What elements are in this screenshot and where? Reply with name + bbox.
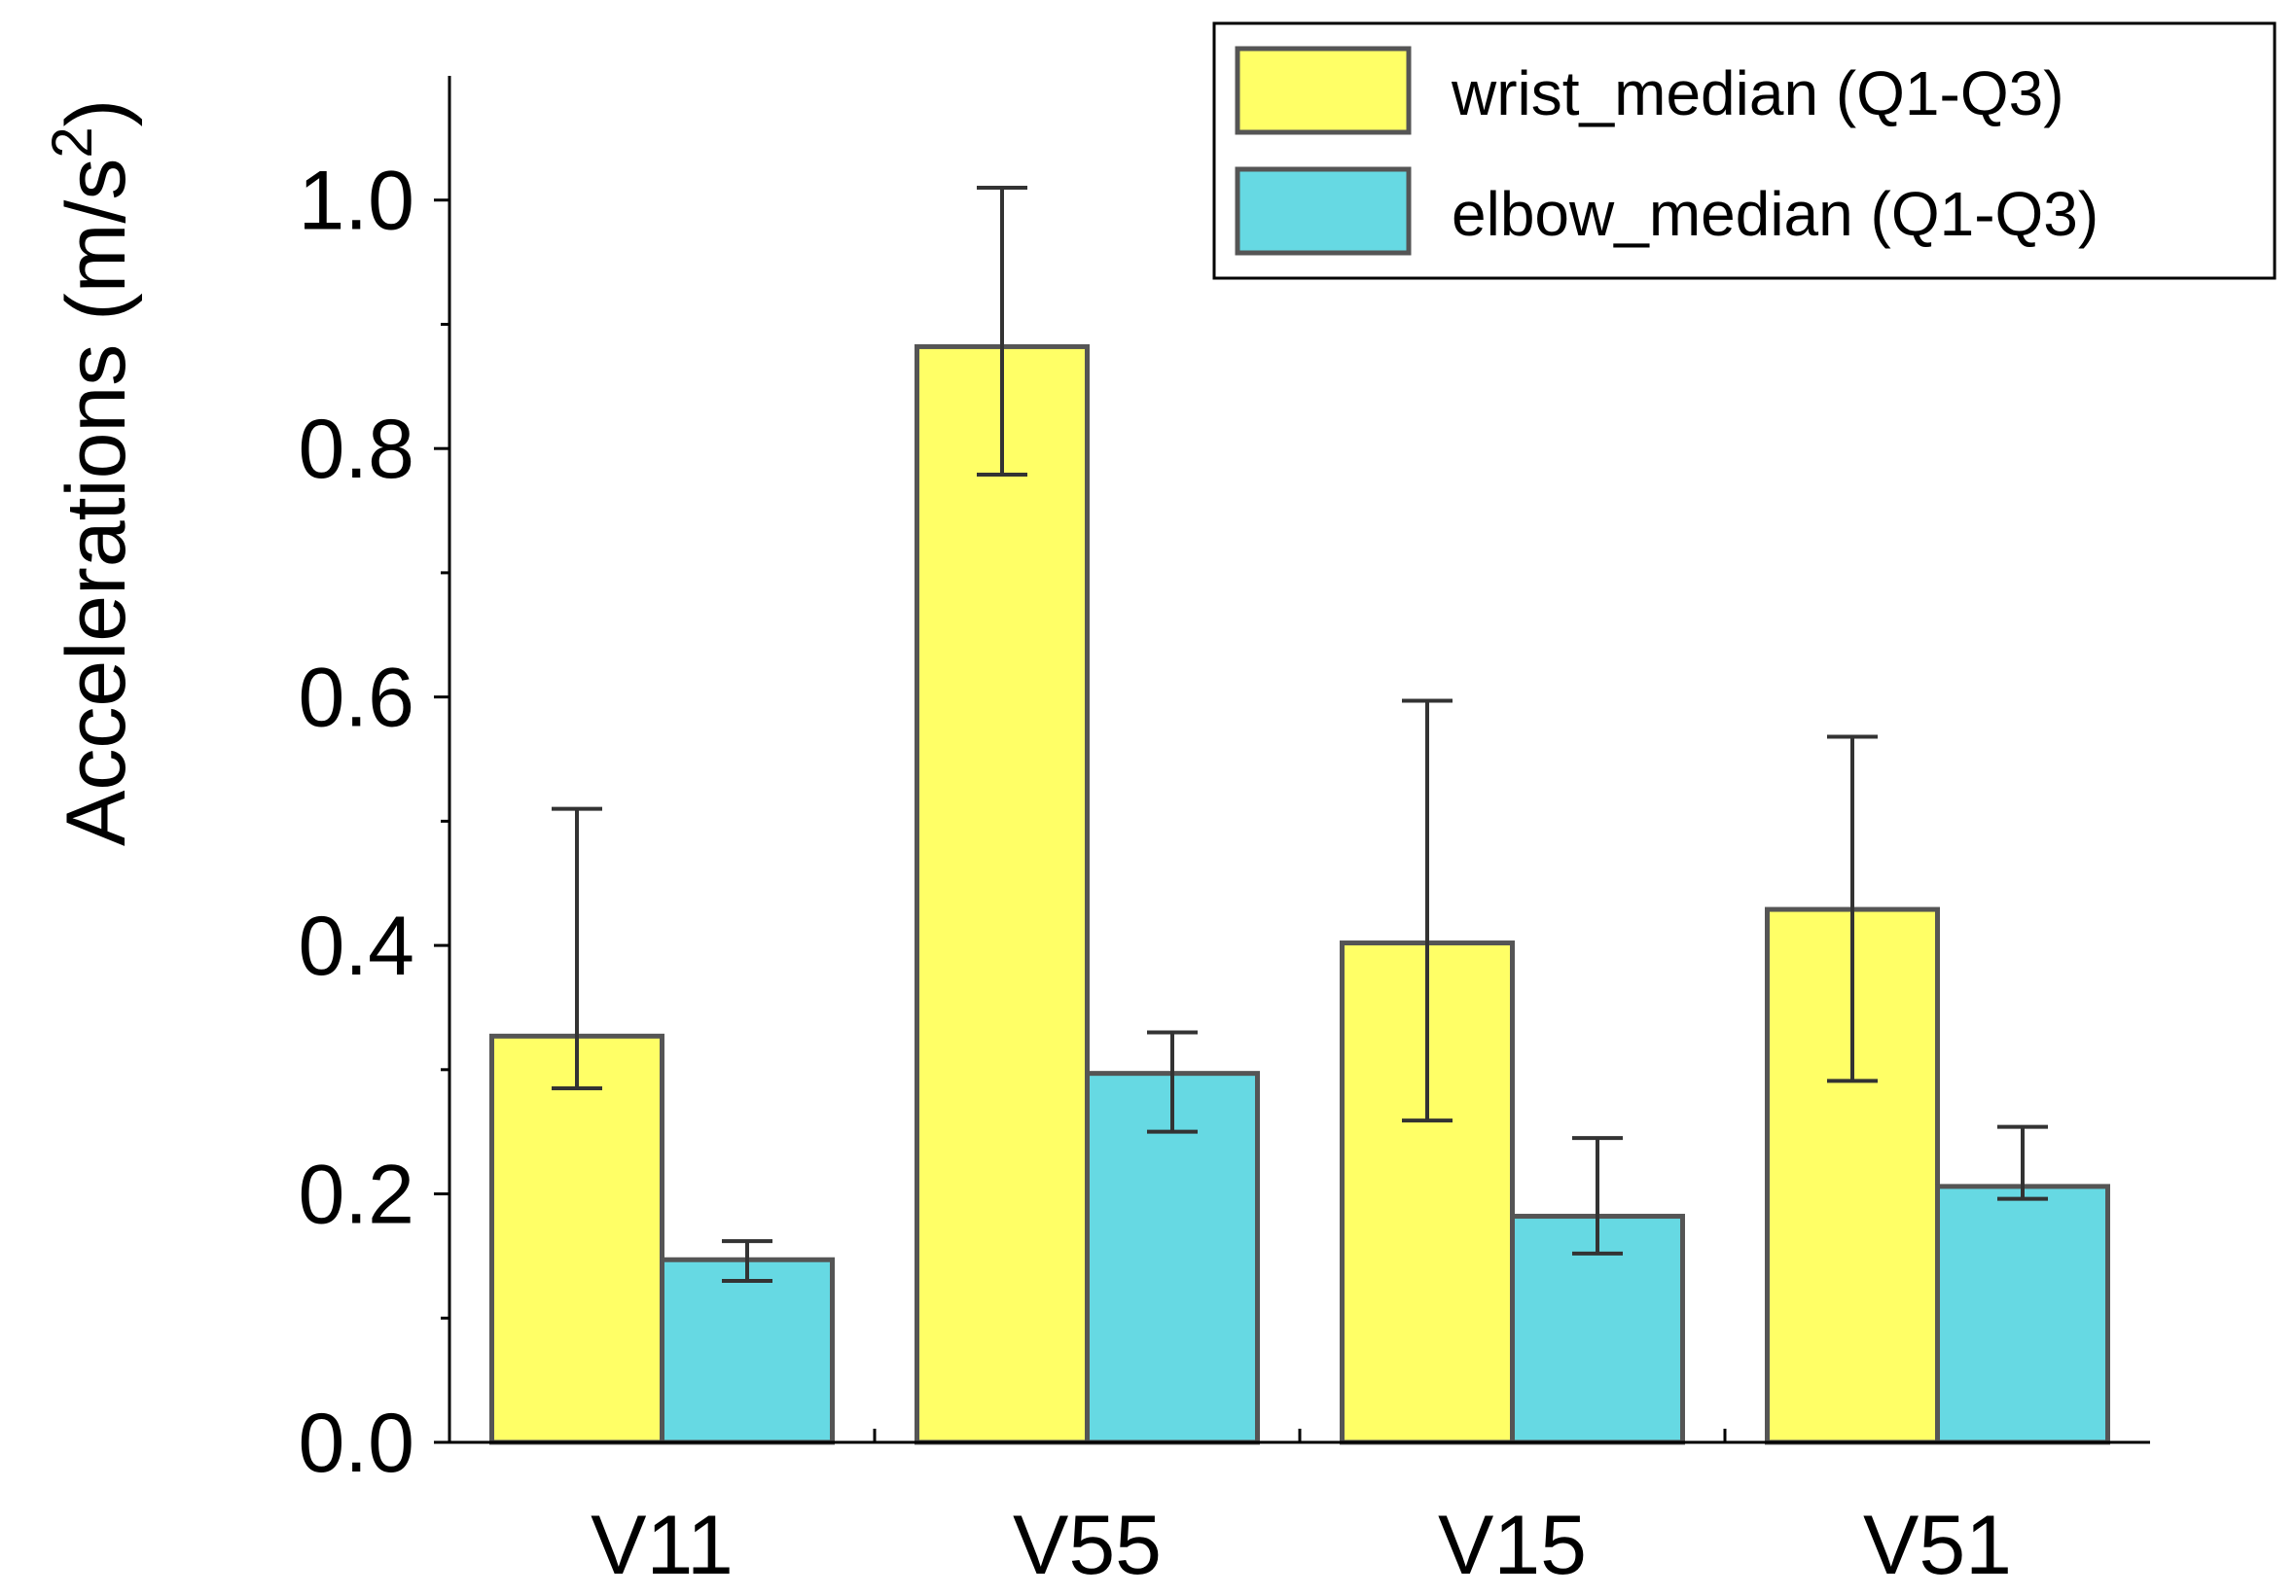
x-tick-labels: V11 V55 V15 V51 [591,1429,2012,1592]
elbow-bar-v51 [1935,1184,2110,1445]
y-tick-label: 0.0 [298,1397,414,1490]
y-tick-label: 1.0 [298,155,414,248]
bars-layer [489,343,2110,1445]
error-bars-layer [552,185,2048,1283]
legend-label-elbow: elbow_median (Q1-Q3) [1452,179,2099,249]
y-tick-label: 0.2 [298,1149,414,1242]
x-tick-label: V11 [591,1499,734,1592]
x-tick-label: V15 [1438,1499,1587,1592]
elbow-bar-v11 [660,1257,835,1445]
y-tick-label: 0.8 [298,403,414,496]
y-tick-label: 0.4 [298,900,414,993]
legend: wrist_median (Q1-Q3) elbow_median (Q1-Q3… [1212,21,2277,280]
y-tick-label: 0.6 [298,652,414,745]
wrist-bar-v11 [489,1033,664,1445]
y-axis-title: Accelerations (m/s2) [41,99,143,846]
elbow-bar-v55 [1085,1071,1260,1445]
x-tick-label: V55 [1013,1499,1162,1592]
wrist-bar-v55 [915,343,1090,1445]
wrist-bar-v51 [1765,906,1940,1445]
x-tick-label: V51 [1863,1499,2012,1592]
legend-label-wrist: wrist_median (Q1-Q3) [1451,58,2064,128]
legend-swatch-elbow [1235,166,1412,256]
y-ticks: 0.0 0.2 0.4 0.6 0.8 1.0 [298,155,449,1490]
legend-swatch-wrist [1235,46,1412,135]
